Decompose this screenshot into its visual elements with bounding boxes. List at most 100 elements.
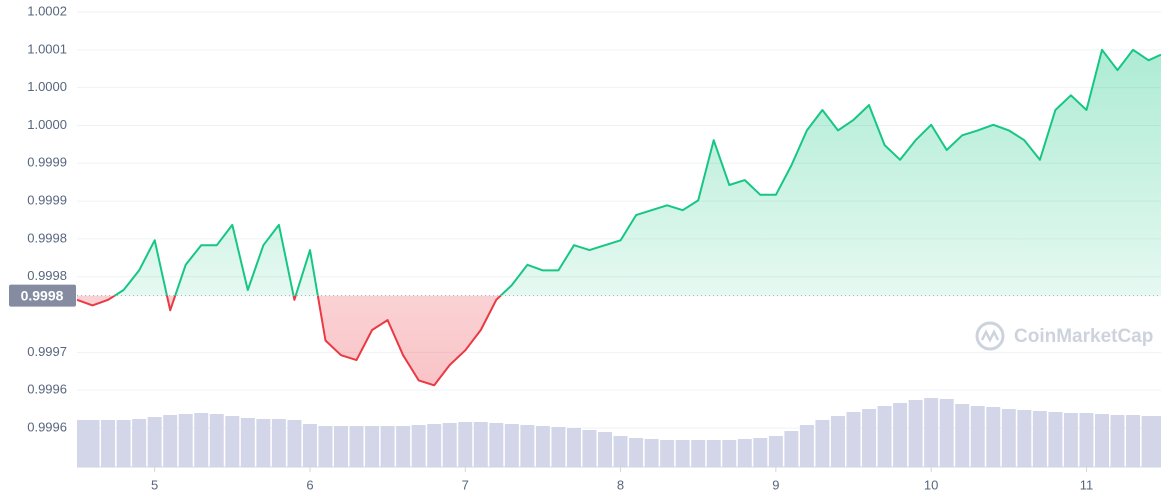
volume-bar bbox=[613, 436, 628, 467]
x-tick-label: 9 bbox=[772, 477, 779, 492]
volume-bar bbox=[582, 430, 597, 467]
area bbox=[77, 49, 1161, 386]
volume-bar bbox=[380, 426, 395, 467]
area-down bbox=[77, 295, 501, 386]
volume-bar bbox=[566, 428, 581, 467]
x-tick-label: 5 bbox=[151, 477, 158, 492]
volume-bar bbox=[1110, 415, 1125, 467]
y-tick-label: 1.0000 bbox=[27, 117, 67, 132]
volume-bar bbox=[334, 426, 348, 467]
volume-bar bbox=[256, 419, 271, 467]
y-tick-label: 0.9998 bbox=[27, 268, 67, 283]
volume-bar bbox=[675, 440, 690, 467]
volume-bar bbox=[970, 406, 985, 467]
volume-bar bbox=[302, 424, 317, 467]
watermark-text: CoinMarketCap bbox=[1014, 326, 1153, 347]
volume-bar bbox=[178, 414, 193, 467]
volume-bar bbox=[225, 416, 240, 467]
volume-bar bbox=[163, 415, 178, 467]
x-tick-label: 8 bbox=[617, 477, 624, 492]
y-tick-label: 0.9999 bbox=[27, 193, 67, 208]
area-up bbox=[77, 49, 1161, 296]
volume-bar bbox=[240, 418, 255, 467]
volume-bar bbox=[132, 419, 147, 467]
volume-bar bbox=[1154, 416, 1161, 467]
watermark-logo bbox=[975, 321, 1005, 351]
y-tick-label: 1.0000 bbox=[27, 79, 67, 94]
volume-bar bbox=[504, 424, 519, 467]
y-tick-label: 0.9996 bbox=[27, 419, 67, 434]
x-tick-label: 11 bbox=[1080, 477, 1094, 492]
volume-bar bbox=[939, 399, 954, 467]
volume-bar bbox=[1032, 411, 1047, 467]
volume-bar bbox=[722, 440, 737, 467]
volume-bar bbox=[877, 406, 892, 467]
y-tick-label: 0.9996 bbox=[27, 382, 67, 397]
volume-bar bbox=[1141, 416, 1156, 467]
volume-bar bbox=[1048, 412, 1063, 467]
volume-bar bbox=[365, 426, 380, 467]
volume-bar bbox=[1001, 409, 1016, 467]
volume-bar bbox=[908, 400, 923, 467]
line-up bbox=[112, 48, 1161, 296]
y-tick-label: 0.9999 bbox=[27, 155, 67, 170]
volume-bar bbox=[862, 409, 877, 467]
baseline-label: 0.9998 bbox=[21, 287, 64, 303]
volume-bar bbox=[396, 426, 411, 467]
baseline-label-box bbox=[9, 284, 76, 307]
volume-bar bbox=[753, 438, 768, 467]
volume-bar bbox=[535, 426, 550, 467]
volume-bar bbox=[194, 413, 209, 467]
volume-bar bbox=[768, 436, 783, 467]
volume-bar bbox=[784, 431, 799, 467]
volume-bar bbox=[116, 420, 131, 467]
watermark: CoinMarketCap bbox=[975, 321, 1153, 351]
volume-bar bbox=[1063, 413, 1078, 467]
volume-bar bbox=[986, 407, 1001, 467]
volume-bar bbox=[1079, 413, 1094, 467]
volume-bar bbox=[473, 422, 488, 467]
volume-bar bbox=[955, 404, 970, 467]
volume-bar bbox=[644, 439, 659, 467]
volume-bar bbox=[551, 427, 566, 467]
volume-bar bbox=[629, 438, 644, 467]
volume-bar bbox=[85, 420, 100, 467]
volume-bar bbox=[520, 425, 535, 467]
y-tick-label: 1.0002 bbox=[27, 3, 67, 18]
volume-bar bbox=[318, 426, 333, 467]
price-line bbox=[76, 48, 1161, 387]
volume-bar bbox=[411, 425, 426, 467]
volume-bar bbox=[147, 417, 162, 467]
volume-bar bbox=[349, 426, 364, 467]
volume-bar bbox=[737, 439, 752, 467]
volume-bar bbox=[458, 422, 473, 467]
volume-bar bbox=[893, 403, 908, 467]
volume-bar bbox=[598, 432, 613, 467]
volume-bar bbox=[660, 440, 675, 467]
axes: 1.0002 1.0001 1.0000 1.0000 0.9999 0.9999 0.99… bbox=[9, 3, 1161, 492]
volume-bar bbox=[1017, 410, 1032, 467]
volume-bar bbox=[799, 425, 814, 467]
x-tick-label: 6 bbox=[306, 477, 313, 492]
volume-bar bbox=[209, 414, 224, 467]
y-tick-label: 1.0001 bbox=[27, 41, 67, 56]
volume-bar bbox=[830, 416, 845, 467]
volume-bar bbox=[706, 440, 721, 467]
x-tick-label: 10 bbox=[924, 477, 938, 492]
volume-bar bbox=[691, 440, 706, 467]
x-tick-label: 7 bbox=[462, 477, 469, 492]
volume-bar bbox=[924, 398, 939, 467]
volume-bar bbox=[815, 420, 830, 467]
watermark-logo-mark bbox=[980, 329, 1000, 343]
volume-bar bbox=[1126, 415, 1141, 467]
volume-bar bbox=[427, 424, 442, 467]
volume-bar bbox=[287, 420, 302, 467]
y-tick-label: 0.9998 bbox=[27, 230, 67, 245]
volume-bar bbox=[846, 412, 861, 467]
volume-bar bbox=[442, 423, 457, 467]
volume-bar bbox=[489, 423, 504, 467]
y-tick-label: 0.9997 bbox=[27, 344, 67, 359]
volume bbox=[77, 398, 1161, 467]
volume-bar bbox=[1094, 414, 1109, 467]
